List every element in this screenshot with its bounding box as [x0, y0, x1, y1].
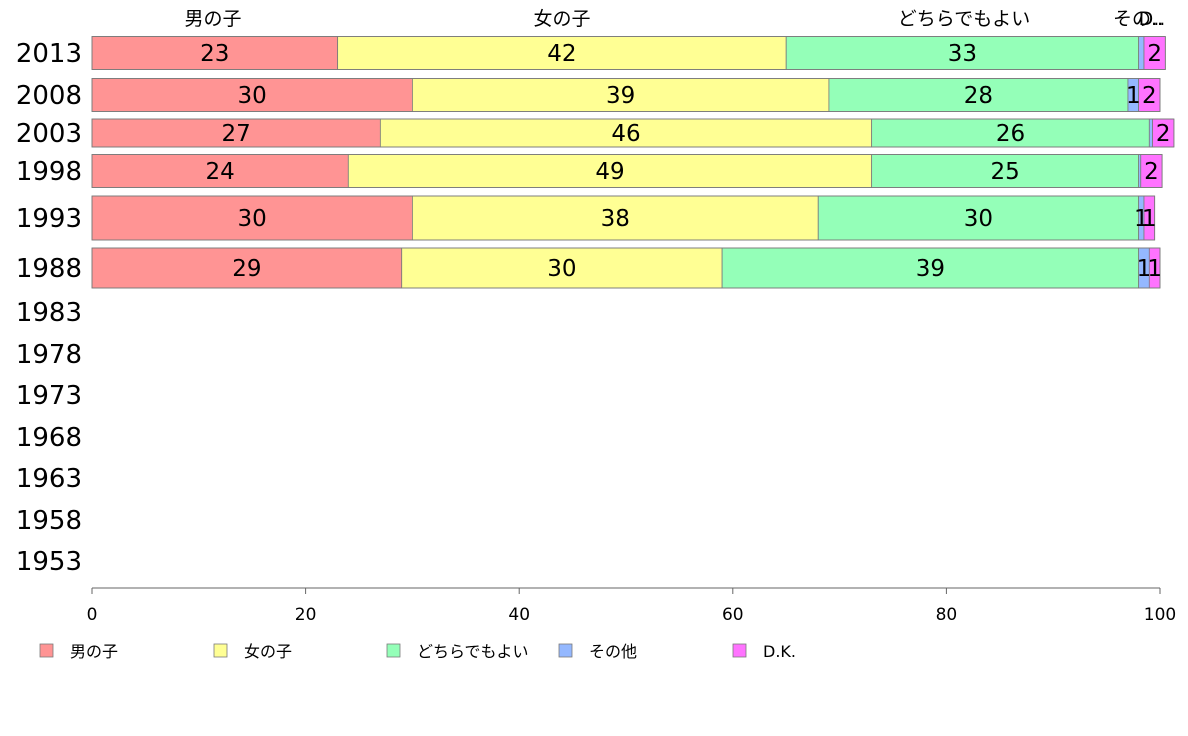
y-tick-label: 2008	[16, 81, 82, 111]
x-tick-label: 100	[1144, 605, 1176, 625]
data-label: 25	[990, 159, 1019, 185]
bar-outline	[91, 78, 1161, 112]
bar-segment	[411, 78, 830, 112]
bar-segment	[401, 247, 723, 289]
x-tick-label: 0	[87, 605, 98, 625]
y-tick-label: 2003	[16, 119, 82, 149]
data-label: 1	[1134, 206, 1149, 232]
y-tick-label: 1953	[16, 547, 82, 577]
bar-segment	[91, 154, 349, 188]
x-tick-label: 80	[936, 605, 958, 625]
data-label: 30	[238, 83, 267, 109]
x-tick-label: 40	[508, 605, 530, 625]
data-label: 46	[611, 121, 640, 147]
y-tick-label: 1973	[16, 381, 82, 411]
bar-segment	[721, 247, 1140, 289]
y-tick-label: 1993	[16, 204, 82, 234]
data-label: 28	[964, 83, 993, 109]
data-label: 29	[232, 256, 261, 282]
data-label: 1	[1147, 256, 1162, 282]
data-label: 39	[916, 256, 945, 282]
y-tick-label: 1978	[16, 340, 82, 370]
bar-segment	[91, 118, 381, 148]
y-tick-label: 2013	[16, 39, 82, 69]
y-tick-label: 1963	[16, 464, 82, 494]
data-label: 30	[964, 206, 993, 232]
y-tick-label: 1958	[16, 506, 82, 536]
bar-segment	[817, 195, 1140, 241]
data-label: 49	[595, 159, 624, 185]
top-series-label: 女の子	[533, 8, 590, 30]
data-label: 30	[238, 206, 267, 232]
legend-label: 男の子	[70, 642, 118, 661]
bar-outline	[91, 154, 1163, 188]
bar-segment	[828, 78, 1129, 112]
data-label: 2	[1144, 159, 1159, 185]
y-tick-label: 1968	[16, 423, 82, 453]
bar-segment	[91, 247, 403, 289]
y-tick-label: 1998	[16, 157, 82, 187]
y-tick-label: 1988	[16, 254, 82, 284]
data-label: 23	[200, 41, 229, 67]
legend-label: どちらでもよい	[417, 642, 529, 661]
top-series-label: その..	[1113, 8, 1163, 30]
bar-outline	[91, 247, 1161, 289]
legend-label: 女の子	[244, 642, 292, 661]
bar-segment	[411, 195, 819, 241]
data-label: 1	[1126, 83, 1141, 109]
bar-segment	[91, 195, 413, 241]
data-label: 1	[1142, 206, 1157, 232]
top-series-label: どちらでもよい	[898, 8, 1030, 30]
bar-outline	[91, 36, 1166, 70]
bar-segment	[347, 154, 873, 188]
legend-swatch	[386, 643, 401, 658]
data-label: 30	[547, 256, 576, 282]
top-series-label: D..	[1139, 8, 1166, 30]
data-label: 38	[601, 206, 630, 232]
y-tick-label: 1983	[16, 298, 82, 328]
data-label: 2	[1156, 121, 1171, 147]
bar-outline	[91, 195, 1156, 241]
legend-label: D.K.	[763, 642, 796, 661]
legend-label: その他	[589, 642, 637, 661]
data-label: 26	[996, 121, 1025, 147]
legend-swatch	[732, 643, 747, 658]
data-label: 2	[1147, 41, 1162, 67]
data-label: 39	[606, 83, 635, 109]
legend-swatch	[558, 643, 573, 658]
bar-segment	[1148, 118, 1153, 148]
legend-swatch	[213, 643, 228, 658]
legend-swatch	[39, 643, 54, 658]
data-label: 27	[222, 121, 251, 147]
x-tick-label: 60	[722, 605, 744, 625]
top-series-label: 男の子	[184, 8, 241, 30]
data-label: 1	[1137, 256, 1152, 282]
bar-segment	[1138, 36, 1145, 70]
x-tick-label: 20	[295, 605, 317, 625]
data-label: 2	[1142, 83, 1157, 109]
data-label: 42	[547, 41, 576, 67]
data-label: 33	[948, 41, 977, 67]
bar-outline	[91, 118, 1175, 148]
data-label: 24	[206, 159, 235, 185]
